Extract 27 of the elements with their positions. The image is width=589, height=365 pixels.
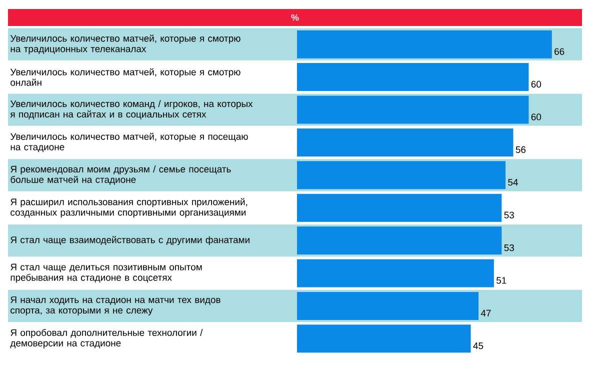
y-tick-label: Я стал чаще делиться позитивным опытом пребывания на стадионе в соцсетях: [10, 264, 202, 283]
bar: [297, 324, 471, 353]
y-tick-label: Увеличилось количество матчей, которые я посещаю на стадионе: [10, 132, 248, 152]
data-label: 60: [531, 114, 542, 120]
data-label: 53: [504, 244, 514, 252]
y-tick-label: Я рекомендовал моим друзьям / семье посещать больше матчей на стадионе: [10, 166, 231, 185]
y-tick-label: Я начал ходить на стадион на матчи тех видов спорта, за которыми я не слежу: [10, 296, 220, 316]
data-label: 51: [496, 277, 506, 284]
y-tick-label: Я стал чаще взаимодействовать с другими фанатами: [10, 236, 250, 246]
chart-title: %: [291, 14, 299, 21]
data-label: 53: [504, 212, 514, 218]
bar: [297, 292, 478, 320]
bar: [297, 194, 502, 222]
data-label: 45: [473, 342, 484, 350]
bar: [297, 259, 494, 288]
y-tick-label: Я расширил использования спортивных приложений, созданных различными спортивными организациями: [10, 198, 248, 218]
data-label: 47: [480, 310, 491, 316]
bar: [297, 63, 529, 92]
data-label: 60: [531, 80, 542, 88]
data-label: 54: [508, 179, 518, 186]
y-tick-label: Увеличилось количество матчей, которые я смотрю на традиционных телеканалах: [10, 34, 240, 54]
data-label: 66: [554, 48, 564, 55]
y-tick-label: Увеличилось количество матчей, которые я смотрю онлайн: [10, 68, 240, 86]
bar: [297, 128, 514, 156]
data-label: 56: [516, 146, 526, 153]
y-tick-label: Увеличилось количество команд / игроков, на которых я подписан на сайтах и в социальных сетях: [10, 100, 253, 120]
y-tick-label: Я опробовал дополнительные технологии / демоверсии на стадионе: [10, 328, 203, 348]
